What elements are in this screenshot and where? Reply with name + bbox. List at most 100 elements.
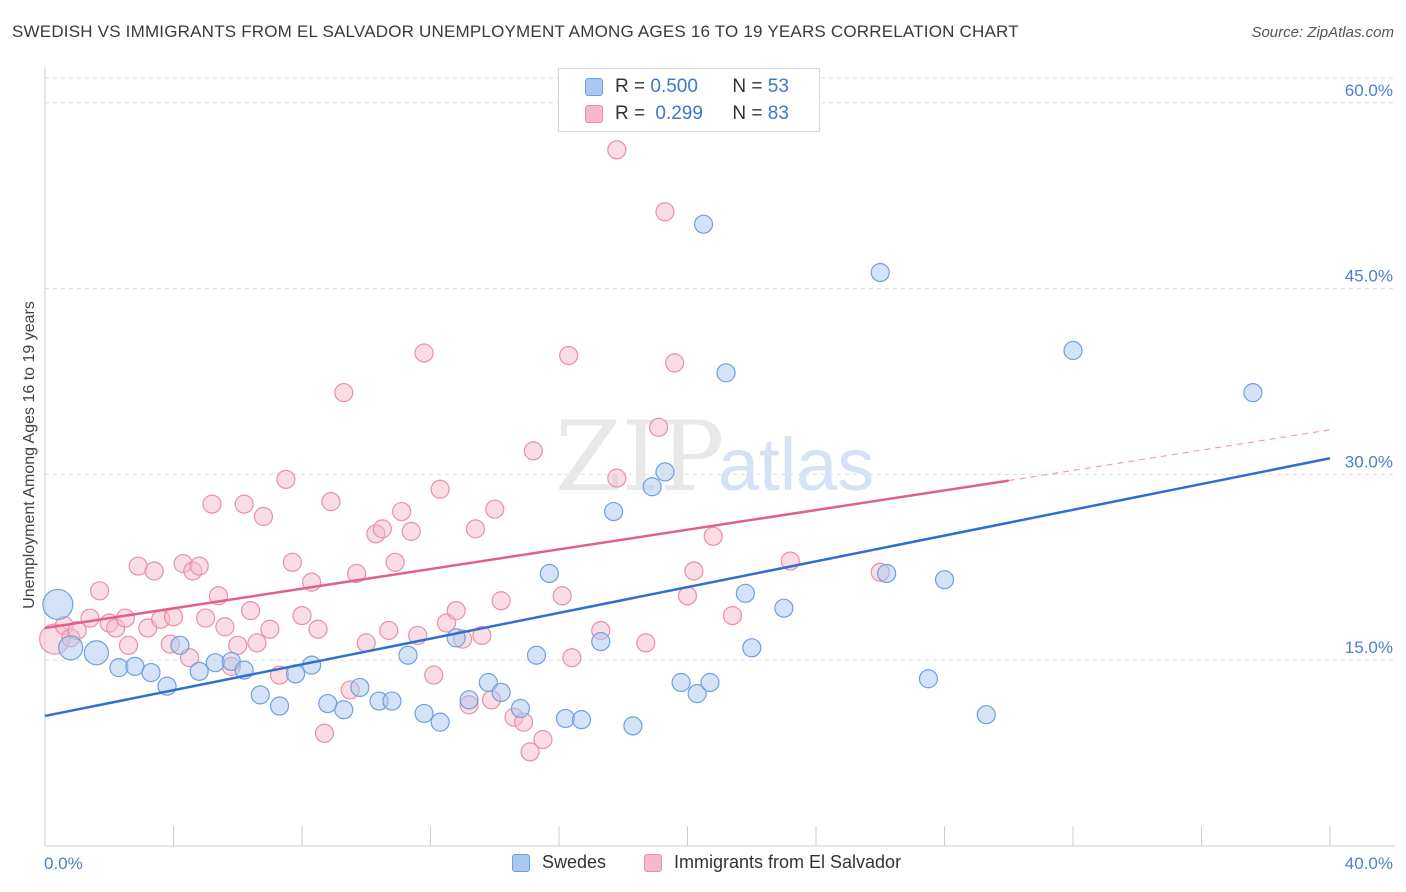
y-tick-label: 45.0% [1345,267,1393,286]
trend-lines [44,429,1331,718]
swedes-point [671,672,691,693]
immigrants-point [491,591,511,611]
legend-n-label: N = [732,76,763,97]
immigrants-point [314,723,335,743]
watermark-zip: ZIP [555,401,724,513]
immigrants-point [485,499,505,519]
legend-n-value: 53 [767,76,789,97]
swedes-point [414,703,434,724]
chart-title: SWEDISH VS IMMIGRANTS FROM EL SALVADOR U… [12,22,1019,41]
immigrants-point [414,343,434,363]
immigrants-point [334,383,354,403]
swedes-point [189,661,209,681]
immigrants-point [241,601,261,621]
immigrants-point [347,563,367,584]
swedes-point [318,693,338,714]
tick-labels: 15.0% 30.0% 45.0% 60.0% 0.0% 40.0% [44,81,1393,873]
swedes-point [693,214,714,234]
immigrants-point [648,417,669,437]
immigrants-point [80,608,100,628]
swedes-point [526,645,547,665]
legend-label-immigrants: Immigrants from El Salvador [674,852,902,872]
swedes-point [58,635,84,661]
immigrants-point [391,501,412,522]
swedes-point [700,672,720,693]
immigrants-point [552,586,572,606]
axes [44,68,1395,847]
immigrants-point [247,633,267,653]
swedes-point [655,462,675,482]
swedes-point [398,645,418,665]
immigrants-point [636,633,656,653]
swedes-point [774,598,794,618]
swedes-point [42,588,74,621]
legend-r-label: R = [615,76,646,97]
swedes-point [141,662,161,683]
immigrants-point [372,519,392,539]
immigrants-point [520,742,540,762]
swedes-point [976,705,996,725]
immigrants-point [684,561,704,581]
watermark: ZIP atlas [555,401,874,513]
immigrants-point [115,608,135,628]
immigrants-point [446,601,466,621]
legend-item-swedes: Swedes [512,852,606,873]
immigrants-point [260,619,280,639]
immigrants-point [424,665,444,685]
legend-swatch-immigrants [585,105,603,123]
immigrants-point [90,581,110,601]
legend-r-label: R = [615,103,646,124]
immigrants-point [722,605,743,626]
immigrants-point [253,506,274,527]
swedes-point [430,712,450,732]
legend-swatch-immigrants [644,853,662,872]
swedes-trend-line [44,457,1331,718]
swedes-point [1243,383,1263,403]
swedes-point [642,477,662,497]
immigrants-point [202,494,222,514]
swedes-point [918,669,939,689]
legend-label-swedes: Swedes [542,852,607,872]
x-tick-label: 0.0% [44,854,83,873]
swedes-point [539,563,559,584]
legend-r-value: 0.500 [650,76,698,97]
immigrants-point [533,729,553,750]
y-tick-label: 30.0% [1345,452,1393,471]
legend-row-immigrants: R = 0.299 N = 83 [585,102,789,126]
immigrants-point [665,353,685,373]
immigrants-point [292,605,312,626]
immigrants-point [655,202,675,222]
immigrants-point [523,441,543,461]
immigrants-point [607,140,627,160]
legend-swatch-swedes [585,78,603,96]
immigrants-point [703,526,723,546]
immigrants-point [118,635,139,655]
legend-r-value: 0.299 [655,103,703,124]
swedes-point [109,658,129,678]
swedes-point [877,563,897,584]
immigrants-point [430,479,450,499]
watermark-atlas: atlas [718,423,874,506]
correlation-legend: R = 0.500 N = 53 R = 0.299 N = 83 [558,68,820,132]
immigrants-point [144,561,164,581]
swedes-point [555,708,576,729]
swedes-point [205,653,225,673]
immigrants-point [282,552,302,572]
series-swedes-points [42,214,1263,736]
source-label: Source: ZipAtlas.com [1251,24,1394,41]
legend-n-label: N = [732,103,763,124]
swedes-point [491,682,511,703]
immigrants-point [189,556,209,576]
immigrants-point [228,635,248,655]
immigrants-point [215,617,235,637]
swedes-point [735,583,755,603]
swedes-point [604,501,624,522]
swedes-point [591,632,611,652]
immigrants-point [321,492,341,512]
legend-item-immigrants: Immigrants from El Salvador [644,852,901,873]
swedes-point [478,672,498,693]
swedes-point [125,656,145,676]
swedes-point [623,716,643,736]
immigrants-point [128,556,148,576]
